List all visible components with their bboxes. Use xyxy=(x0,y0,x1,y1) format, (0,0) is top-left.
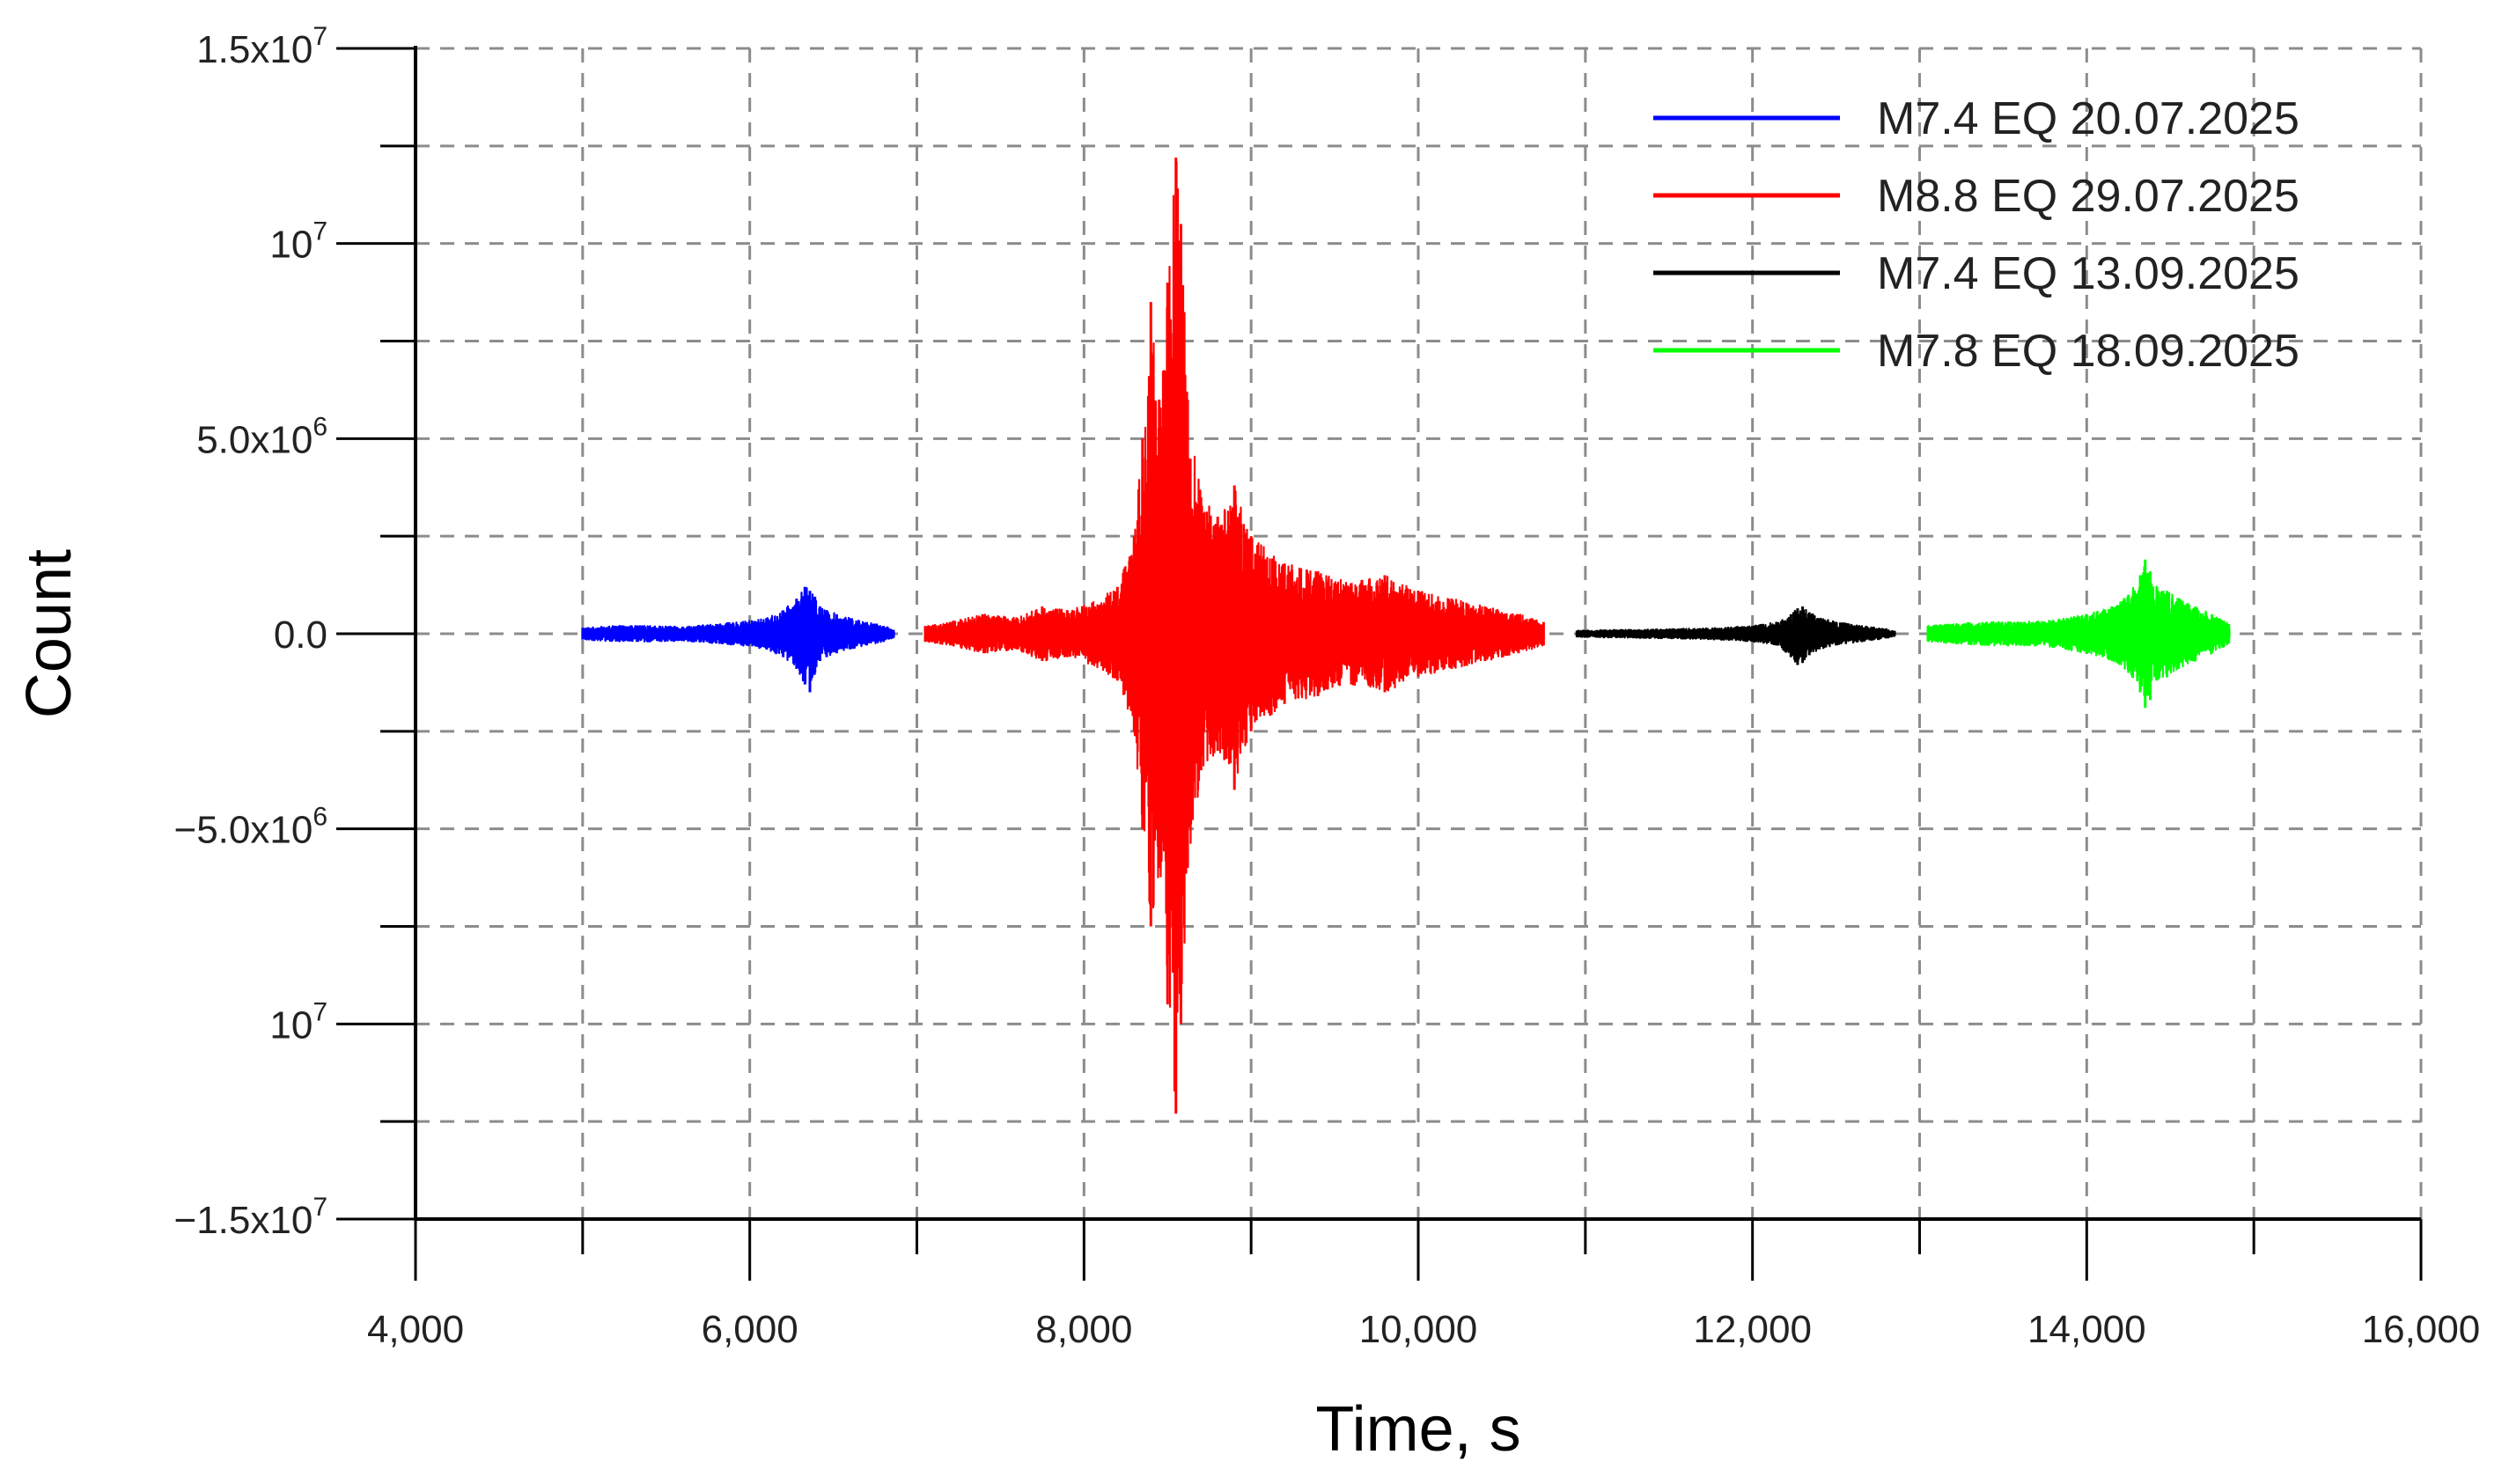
x-axis-title: Time, s xyxy=(1315,1394,1520,1465)
x-tick-label: 14,000 xyxy=(2027,1308,2146,1351)
x-tick-label: 4,000 xyxy=(367,1308,464,1351)
y-tick-exponent: 6 xyxy=(313,803,327,832)
axes xyxy=(336,46,2423,1281)
x-tick-label: 10,000 xyxy=(1359,1308,1478,1351)
legend-label: M7.4 EQ 13.09.2025 xyxy=(1877,248,2299,299)
y-tick-mantissa: −5.0x10 xyxy=(174,809,313,852)
y-tick-exponent: 7 xyxy=(313,22,327,51)
y-tick-exponent: 7 xyxy=(313,1193,327,1222)
y-tick-mantissa: 0.0 xyxy=(274,613,327,657)
y-tick-label: 5.0x106 xyxy=(196,412,327,461)
tick-labels: 1.5x1071075.0x1060.0−5.0x106107−1.5x1074… xyxy=(174,22,2481,1351)
legend-label: M7.4 EQ 20.07.2025 xyxy=(1877,93,2299,144)
y-tick-mantissa: 1.5x10 xyxy=(196,28,313,71)
legend: M7.4 EQ 20.07.2025 M8.8 EQ 29.07.2025 M7.4… xyxy=(1653,93,2299,377)
y-tick-mantissa: 10 xyxy=(269,224,313,267)
x-tick-label: 6,000 xyxy=(702,1308,798,1351)
series-line xyxy=(1575,608,1896,664)
y-tick-label: 107 xyxy=(269,997,327,1047)
y-tick-label: 0.0 xyxy=(274,613,327,657)
x-tick-label: 12,000 xyxy=(1693,1308,1812,1351)
y-tick-mantissa: 10 xyxy=(269,1003,313,1047)
y-tick-mantissa: −1.5x10 xyxy=(174,1199,313,1242)
legend-label: M8.8 EQ 29.07.2025 xyxy=(1877,171,2299,222)
y-tick-exponent: 7 xyxy=(313,217,327,246)
y-tick-mantissa: 5.0x10 xyxy=(196,418,313,461)
x-tick-label: 8,000 xyxy=(1035,1308,1132,1351)
legend-label: M7.8 EQ 18.09.2025 xyxy=(1877,326,2299,377)
y-tick-label: −5.0x106 xyxy=(174,803,328,852)
series-line xyxy=(581,587,895,684)
y-tick-label: −1.5x107 xyxy=(174,1193,328,1242)
y-axis-title: Count xyxy=(14,549,85,718)
y-tick-label: 1.5x107 xyxy=(196,22,327,71)
y-tick-exponent: 7 xyxy=(313,997,327,1026)
y-tick-label: 107 xyxy=(269,217,327,267)
x-tick-label: 16,000 xyxy=(2362,1308,2481,1351)
y-tick-exponent: 6 xyxy=(313,412,327,441)
series-layer xyxy=(581,158,2231,1114)
